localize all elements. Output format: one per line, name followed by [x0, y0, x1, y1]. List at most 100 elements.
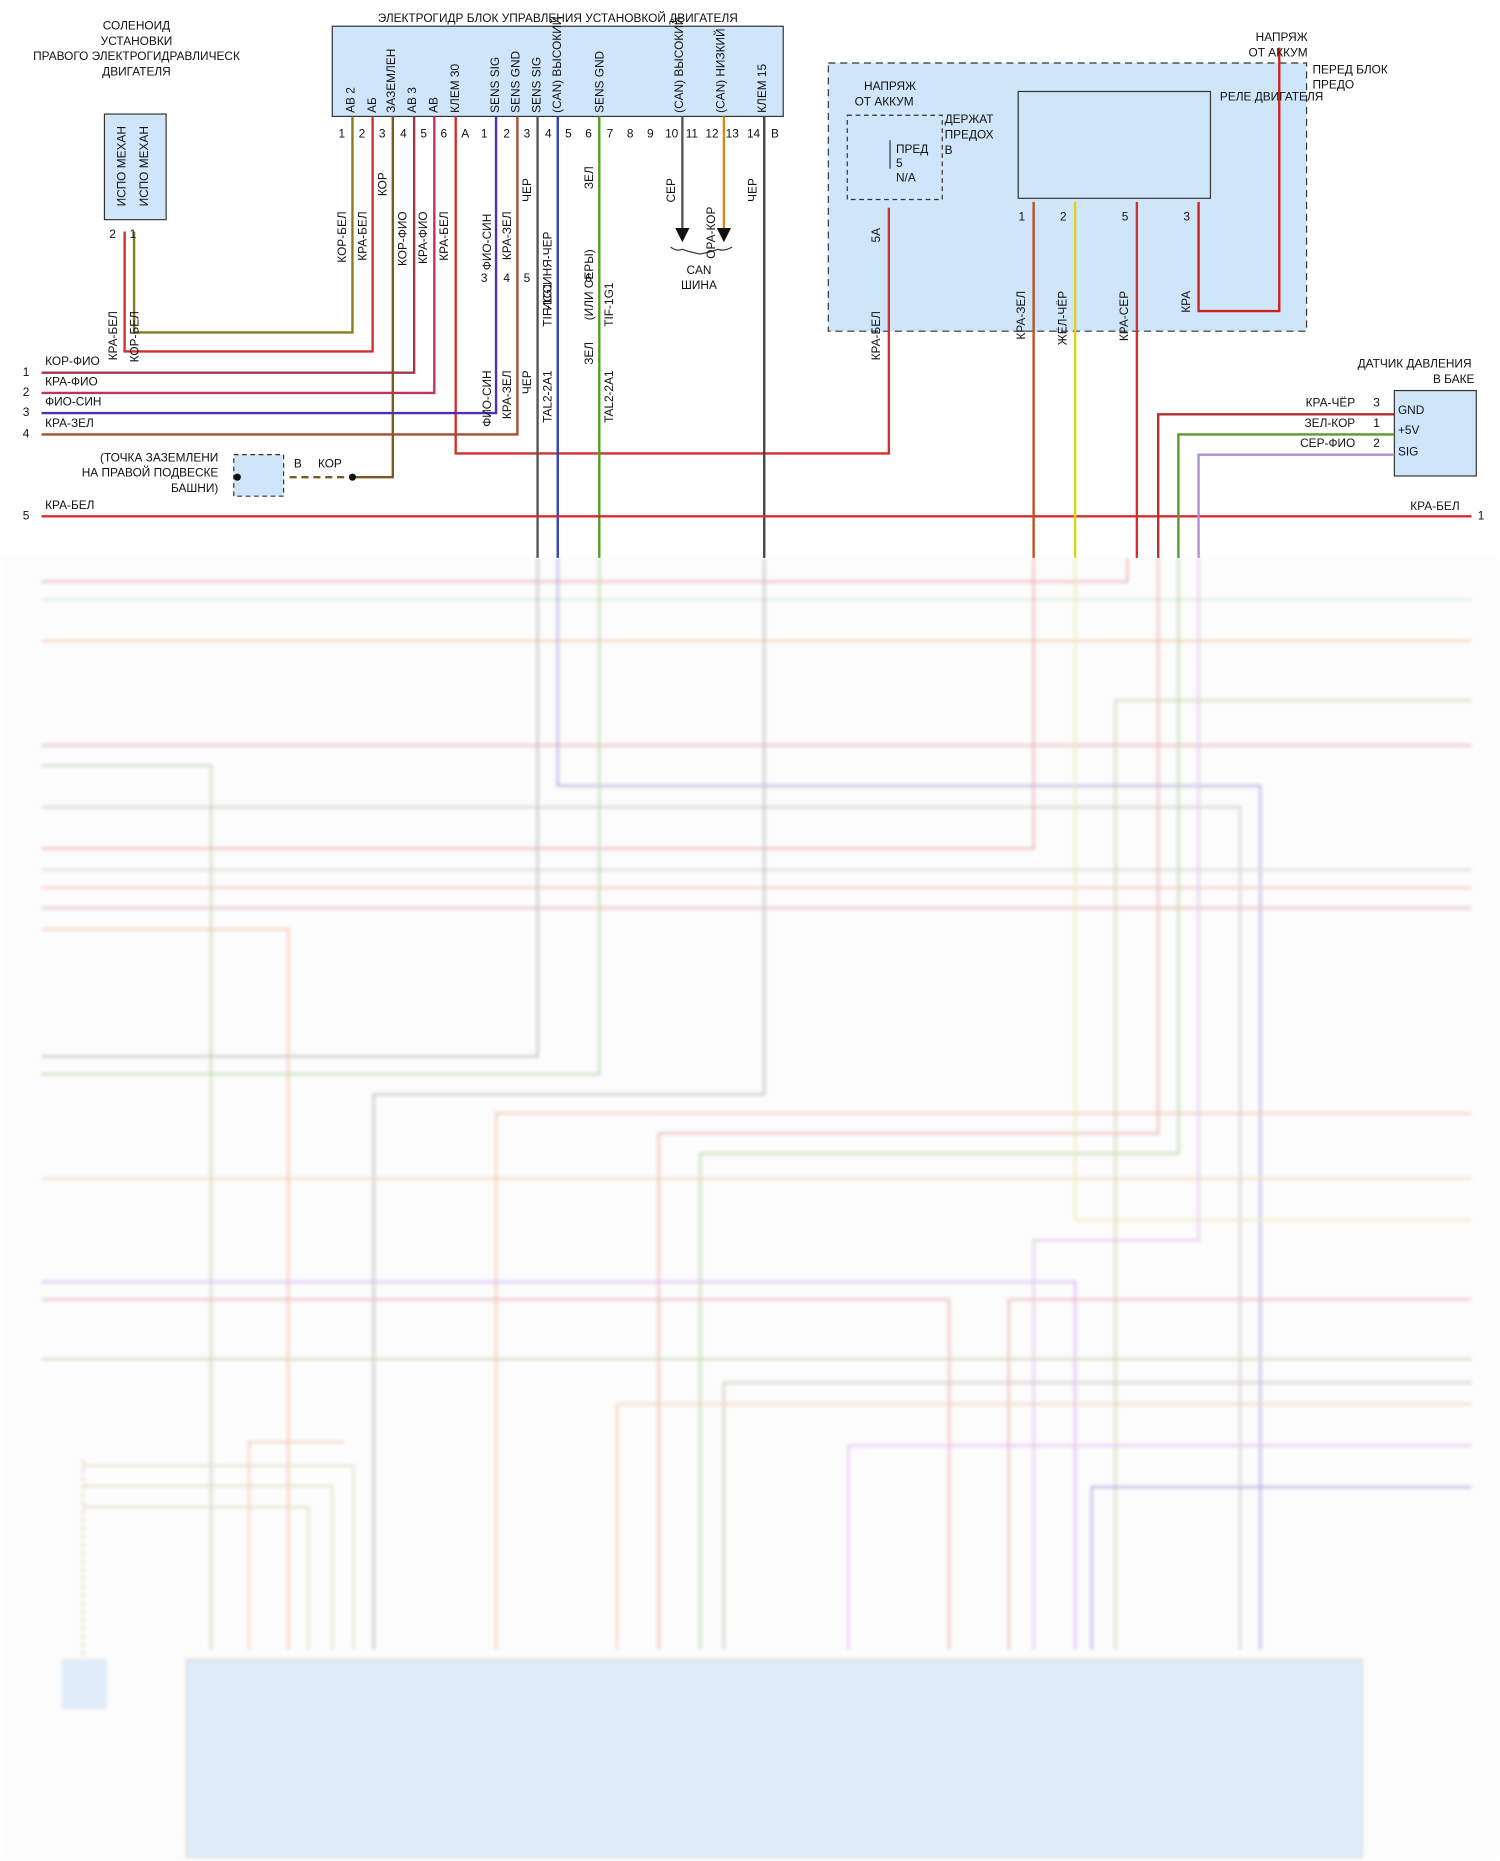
wire-label: КРА-ФИО	[45, 374, 98, 388]
row-number: 1	[23, 365, 30, 379]
can-label: ШИНА	[681, 278, 717, 292]
wire-label: КРА-БЕЛ	[869, 311, 883, 360]
box-label: ИСПО МЕХАН	[137, 126, 151, 206]
pin-label: +5V	[1398, 423, 1420, 437]
pin: A	[461, 126, 469, 140]
solenoid-box	[103, 113, 167, 221]
wire-label: КРА-ЗЕЛ	[45, 416, 94, 430]
relay	[1017, 90, 1212, 199]
pin: 6	[441, 126, 448, 140]
wire-label: TAL2-2A1	[602, 370, 616, 423]
junction	[233, 473, 241, 481]
label: ПЕРЕД БЛОК	[1313, 62, 1388, 76]
wires	[41, 47, 1472, 558]
pin: 2	[359, 126, 366, 140]
row-number: 4	[23, 427, 30, 441]
wire-label: ФИО-СИН	[480, 370, 494, 426]
pin-label: АВ	[426, 97, 440, 113]
title: В БАКЕ	[1433, 372, 1475, 386]
wire-label: КРА-БЕЛ	[45, 498, 94, 512]
label: ДЕРЖАТ	[945, 112, 994, 126]
pin: 6	[585, 271, 592, 285]
label: ПРЕДО	[1313, 78, 1355, 92]
wire-label: ЧЕР	[520, 178, 534, 202]
wire-label: СЕР-ФИО	[1300, 436, 1355, 450]
pin: 1	[1018, 209, 1025, 223]
pin-label: АБ	[365, 97, 379, 113]
wire-label: КРА-БЕЛ	[106, 311, 120, 360]
ground-label: (ТОЧКА ЗАЗЕМЛЕНИ	[100, 450, 218, 464]
pin: 14	[747, 126, 761, 140]
label: В	[945, 143, 953, 157]
lower-section	[0, 557, 1500, 1861]
wire-label: ФИО-СИН	[45, 395, 101, 409]
label: ОТ АККУМ	[1249, 46, 1308, 60]
pin: 3	[1183, 209, 1190, 223]
label: НАПРЯЖ	[1256, 30, 1308, 44]
ground-label: НА ПРАВОЙ ПОДВЕСКЕ	[82, 465, 219, 480]
pin-label: (CAN) ВЫСОКИЙ	[671, 17, 686, 113]
fuse-holder	[846, 114, 943, 201]
label: НАПРЯЖ	[864, 79, 916, 93]
wire-label: КОР-ФИО	[396, 211, 410, 266]
wire-label: ОРА-КОР	[704, 207, 718, 259]
pin: 4	[400, 126, 407, 140]
pin: 1	[338, 126, 345, 140]
junction	[348, 473, 357, 481]
pin: 12	[705, 126, 718, 140]
pin: 3	[524, 126, 531, 140]
wire-label: КОР-ФИО	[45, 354, 100, 368]
title: ДАТЧИК ДАВЛЕНИЯ	[1358, 357, 1472, 371]
row-number: 5	[23, 508, 30, 522]
pin: 13	[726, 126, 740, 140]
pin-label: (CAN) НИЗКИЙ	[713, 28, 728, 112]
can-label: CAN	[686, 263, 711, 277]
pin: 2	[109, 227, 116, 241]
label: ОТ АККУМ	[855, 94, 914, 108]
wire-label: КРА-БЕЛ	[355, 211, 369, 260]
wire-label: КОР-БЕЛ	[127, 311, 141, 362]
pin: B	[294, 456, 302, 470]
pin-label: SENS GND	[508, 51, 522, 113]
wire-label: TAL2-2A1	[540, 370, 554, 423]
pin: 4	[545, 126, 552, 140]
pin: 5	[420, 126, 427, 140]
wire-label: КРА-ЗЕЛ	[500, 370, 514, 419]
label: ПРЕДОХ	[945, 128, 994, 142]
pin-label: ЗАЗЕМЛЕН	[384, 49, 398, 113]
pin-label: КЛЕМ 30	[448, 63, 462, 112]
pin-label: АВ 2	[343, 87, 357, 113]
arrow	[716, 227, 732, 243]
pin: 4	[503, 271, 510, 285]
wire-label: ЗЕЛ	[582, 342, 596, 365]
pin: 3	[1373, 396, 1380, 410]
pin-label: КЛЕМ 15	[755, 63, 769, 112]
arrow	[675, 227, 690, 243]
row-number: 1	[1478, 508, 1485, 522]
wire-label: ИССИНЯ-ЧЕР	[540, 231, 554, 310]
wire-label: КОР	[318, 456, 342, 470]
pin: 7	[607, 126, 614, 140]
title: УСТАНОВКИ	[101, 34, 173, 48]
pin: 6	[585, 126, 592, 140]
title: СОЛЕНОИД	[103, 18, 170, 32]
pin: 5	[565, 126, 572, 140]
pin-label: АВ 3	[405, 87, 419, 113]
ground-label: БАШНИ)	[171, 481, 218, 495]
wire-label: КОР-БЕЛ	[335, 211, 349, 262]
pin: 5	[524, 271, 531, 285]
title: РЕЛЕ ДВИГАТЕЛЯ	[1220, 90, 1323, 104]
pin: 10	[665, 126, 679, 140]
wire-label: КРА-БЕЛ	[1410, 499, 1459, 513]
wire-label: ЧЕР	[520, 370, 534, 394]
title: ПРАВОГО ЭЛЕКТРОГИДРАВЛИЧЕСК	[33, 49, 240, 63]
pin: 8	[627, 126, 634, 140]
wire-label: TIF-1G1	[540, 282, 554, 327]
title: ЭЛЕКТРОГИДР БЛОК УПРАВЛЕНИЯ УСТАНОВКОЙ Д…	[378, 10, 738, 25]
pin-label: GND	[1398, 403, 1424, 417]
pin: 5A	[869, 228, 883, 243]
wire-label: ЗЕЛ	[582, 166, 596, 189]
